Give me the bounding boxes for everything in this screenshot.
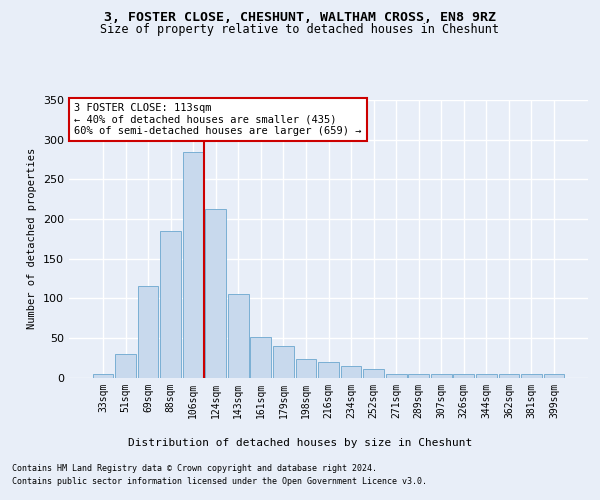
Bar xyxy=(250,337,271,378)
Bar xyxy=(454,374,474,378)
Bar xyxy=(183,152,203,378)
Bar xyxy=(476,374,497,378)
Bar xyxy=(431,374,452,378)
Bar xyxy=(499,374,520,378)
Bar xyxy=(273,346,294,378)
Bar xyxy=(228,294,248,378)
Bar xyxy=(544,374,565,378)
Bar xyxy=(205,210,226,378)
Bar xyxy=(341,366,361,378)
Bar xyxy=(115,354,136,378)
Bar xyxy=(92,374,113,378)
Text: 3 FOSTER CLOSE: 113sqm
← 40% of detached houses are smaller (435)
60% of semi-de: 3 FOSTER CLOSE: 113sqm ← 40% of detached… xyxy=(74,103,362,136)
Y-axis label: Number of detached properties: Number of detached properties xyxy=(28,148,37,330)
Text: Size of property relative to detached houses in Cheshunt: Size of property relative to detached ho… xyxy=(101,22,499,36)
Text: Contains public sector information licensed under the Open Government Licence v3: Contains public sector information licen… xyxy=(12,478,427,486)
Text: Distribution of detached houses by size in Cheshunt: Distribution of detached houses by size … xyxy=(128,438,472,448)
Bar xyxy=(318,362,339,378)
Bar xyxy=(386,374,407,378)
Text: 3, FOSTER CLOSE, CHESHUNT, WALTHAM CROSS, EN8 9RZ: 3, FOSTER CLOSE, CHESHUNT, WALTHAM CROSS… xyxy=(104,11,496,24)
Text: Contains HM Land Registry data © Crown copyright and database right 2024.: Contains HM Land Registry data © Crown c… xyxy=(12,464,377,473)
Bar xyxy=(363,369,384,378)
Bar xyxy=(409,374,429,378)
Bar xyxy=(160,231,181,378)
Bar xyxy=(137,286,158,378)
Bar xyxy=(296,360,316,378)
Bar xyxy=(521,374,542,378)
